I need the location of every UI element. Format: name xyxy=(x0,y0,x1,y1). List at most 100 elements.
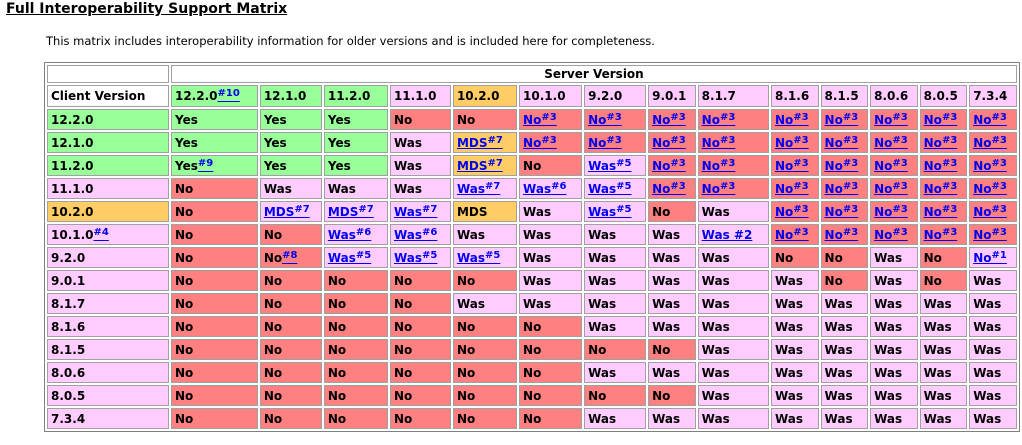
matrix-cell[interactable]: No#3 xyxy=(919,178,968,199)
footnote-link[interactable]: No#3 xyxy=(523,112,557,127)
matrix-cell[interactable]: No#3 xyxy=(697,178,769,199)
matrix-cell[interactable]: No#3 xyxy=(870,155,918,176)
footnote-link[interactable]: No#3 xyxy=(652,112,686,127)
matrix-cell[interactable]: No#3 xyxy=(919,132,968,153)
footnote-link[interactable]: No#3 xyxy=(924,181,958,196)
footnote-link[interactable]: MDS#7 xyxy=(328,204,374,219)
footnote-link[interactable]: No#3 xyxy=(652,135,686,150)
matrix-cell[interactable]: Was#6 xyxy=(519,178,583,199)
footnote-link[interactable]: No#3 xyxy=(652,158,686,173)
footnote-link[interactable]: #8 xyxy=(282,250,297,265)
footnote-link[interactable]: #10 xyxy=(218,89,240,103)
matrix-cell[interactable]: Was#5 xyxy=(584,201,647,222)
matrix-cell[interactable]: No#3 xyxy=(584,109,647,130)
footnote-link[interactable]: No#3 xyxy=(825,181,859,196)
footnote-link[interactable]: Was#7 xyxy=(457,181,500,196)
matrix-cell[interactable]: No#3 xyxy=(919,201,968,222)
footnote-link[interactable]: No#3 xyxy=(924,112,958,127)
footnote-link[interactable]: No#3 xyxy=(874,135,908,150)
footnote-link[interactable]: No#3 xyxy=(652,181,686,196)
footnote-link[interactable]: No#3 xyxy=(702,181,736,196)
matrix-cell[interactable]: No#3 xyxy=(648,155,696,176)
matrix-cell[interactable]: MDS#7 xyxy=(259,201,322,222)
matrix-cell[interactable]: Was#7 xyxy=(452,178,518,199)
footnote-link[interactable]: No#3 xyxy=(775,204,809,219)
footnote-link[interactable]: Was#5 xyxy=(588,204,631,219)
footnote-link[interactable]: No#1 xyxy=(973,250,1007,265)
matrix-cell[interactable]: No#3 xyxy=(519,109,583,130)
matrix-cell[interactable]: Yes#9 xyxy=(170,155,258,176)
footnote-link[interactable]: No#3 xyxy=(825,112,859,127)
footnote-link[interactable]: No#3 xyxy=(973,204,1007,219)
matrix-cell[interactable]: No#3 xyxy=(969,155,1017,176)
footnote-link[interactable]: No#3 xyxy=(973,112,1007,127)
footnote-link[interactable]: Was#5 xyxy=(457,250,500,265)
footnote-link[interactable]: No#3 xyxy=(973,135,1007,150)
matrix-cell[interactable]: No#3 xyxy=(771,155,819,176)
footnote-link[interactable]: MDS#7 xyxy=(457,135,503,150)
matrix-cell[interactable]: No#3 xyxy=(820,132,869,153)
footnote-link[interactable]: No#3 xyxy=(775,135,809,150)
matrix-cell[interactable]: No#3 xyxy=(870,109,918,130)
footnote-link[interactable]: No#3 xyxy=(924,158,958,173)
matrix-cell[interactable]: No#3 xyxy=(870,178,918,199)
matrix-cell[interactable]: No#3 xyxy=(820,109,869,130)
matrix-cell[interactable]: Was#5 xyxy=(389,247,451,268)
matrix-cell[interactable]: No#3 xyxy=(969,201,1017,222)
footnote-link[interactable]: MDS#7 xyxy=(264,204,310,219)
footnote-link[interactable]: No#3 xyxy=(825,204,859,219)
matrix-cell[interactable]: MDS#7 xyxy=(323,201,388,222)
footnote-link[interactable]: No#3 xyxy=(973,227,1007,242)
footnote-link[interactable]: No#3 xyxy=(825,135,859,150)
matrix-cell[interactable]: Was#5 xyxy=(323,247,388,268)
matrix-cell[interactable]: No#3 xyxy=(648,109,696,130)
matrix-cell[interactable]: No#3 xyxy=(771,178,819,199)
footnote-link[interactable]: Was #2 xyxy=(702,228,753,242)
matrix-cell[interactable]: No#3 xyxy=(771,224,819,245)
footnote-link[interactable]: No#3 xyxy=(523,135,557,150)
footnote-link[interactable]: Was#6 xyxy=(394,227,437,242)
footnote-link[interactable]: No#3 xyxy=(702,112,736,127)
footnote-link[interactable]: Was#7 xyxy=(394,204,437,219)
matrix-cell[interactable]: Was#6 xyxy=(389,224,451,245)
matrix-cell[interactable]: No#3 xyxy=(697,132,769,153)
footnote-link[interactable]: MDS#7 xyxy=(457,158,503,173)
footnote-link[interactable]: No#3 xyxy=(588,135,622,150)
matrix-cell[interactable]: No#3 xyxy=(969,178,1017,199)
matrix-cell[interactable]: No#3 xyxy=(919,155,968,176)
matrix-cell[interactable]: No#3 xyxy=(584,132,647,153)
footnote-link[interactable]: No#3 xyxy=(775,158,809,173)
footnote-link[interactable]: Was#5 xyxy=(588,158,631,173)
matrix-cell[interactable]: No#3 xyxy=(771,201,819,222)
footnote-link[interactable]: Was#6 xyxy=(328,227,371,242)
matrix-cell[interactable]: No#3 xyxy=(771,109,819,130)
footnote-link[interactable]: No#3 xyxy=(973,158,1007,173)
footnote-link[interactable]: No#3 xyxy=(874,181,908,196)
matrix-cell[interactable]: No#3 xyxy=(870,224,918,245)
matrix-cell[interactable]: Was#5 xyxy=(584,155,647,176)
matrix-cell[interactable]: Was#5 xyxy=(452,247,518,268)
footnote-link[interactable]: No#3 xyxy=(924,135,958,150)
footnote-link[interactable]: No#3 xyxy=(973,181,1007,196)
matrix-cell[interactable]: No#3 xyxy=(969,109,1017,130)
matrix-cell[interactable]: No#3 xyxy=(519,132,583,153)
footnote-link[interactable]: No#3 xyxy=(702,158,736,173)
matrix-cell[interactable]: No#3 xyxy=(820,155,869,176)
footnote-link[interactable]: #4 xyxy=(94,227,109,242)
footnote-link[interactable]: No#3 xyxy=(588,112,622,127)
footnote-link[interactable]: No#3 xyxy=(874,112,908,127)
footnote-link[interactable]: No#3 xyxy=(702,135,736,150)
footnote-link[interactable]: No#3 xyxy=(825,158,859,173)
matrix-cell[interactable]: No#3 xyxy=(969,132,1017,153)
footnote-link[interactable]: No#3 xyxy=(775,181,809,196)
matrix-cell[interactable]: No#3 xyxy=(870,132,918,153)
footnote-link[interactable]: No#3 xyxy=(825,227,859,242)
matrix-cell[interactable]: No#3 xyxy=(697,155,769,176)
footnote-link[interactable]: #9 xyxy=(198,158,213,173)
matrix-cell[interactable]: No#3 xyxy=(648,132,696,153)
footnote-link[interactable]: Was#5 xyxy=(394,250,437,265)
footnote-link[interactable]: No#3 xyxy=(924,227,958,242)
matrix-cell[interactable]: MDS#7 xyxy=(452,132,518,153)
footnote-link[interactable]: Was#5 xyxy=(328,250,371,265)
matrix-cell[interactable]: Was#5 xyxy=(584,178,647,199)
